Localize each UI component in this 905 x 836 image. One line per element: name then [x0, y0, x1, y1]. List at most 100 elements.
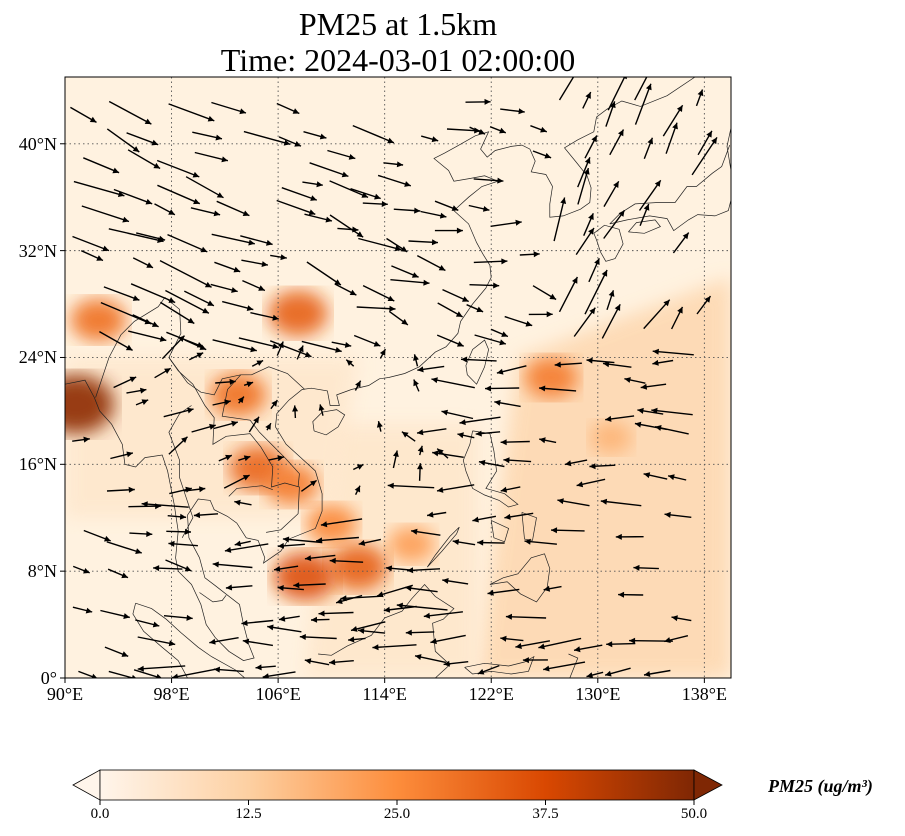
wind-arrow: [107, 568, 129, 579]
wind-arrow: [532, 285, 557, 301]
wind-arrow: [505, 613, 547, 620]
wind-arrow: [185, 176, 224, 199]
wind-arrow: [304, 213, 333, 223]
wind-arrow: [564, 459, 588, 467]
wind-arrow: [248, 416, 260, 433]
wind-arrow: [500, 635, 524, 642]
wind-arrow: [431, 377, 475, 389]
wind-arrow: [522, 657, 548, 664]
wind-arrow: [242, 279, 266, 292]
wind-arrow: [126, 387, 147, 394]
wind-arrow: [167, 233, 208, 253]
wind-arrow: [318, 404, 325, 416]
wind-arrow: [634, 77, 648, 101]
wind-arrow: [697, 130, 713, 156]
wind-arrow: [532, 150, 552, 159]
wind-arrow: [452, 539, 476, 546]
wind-arrow: [168, 103, 215, 122]
wind-arrow: [392, 450, 399, 469]
wind-arrow: [237, 396, 245, 404]
coastline-segment: [164, 297, 306, 396]
wind-arrow: [543, 585, 562, 592]
wind-arrow: [191, 423, 216, 433]
wind-arrow: [302, 181, 323, 188]
wind-arrow: [99, 330, 133, 352]
wind-arrow: [137, 665, 186, 672]
wind-arrow: [377, 174, 412, 187]
wind-arrow: [430, 634, 466, 645]
wind-arrow: [651, 407, 693, 416]
wind-arrow: [188, 352, 204, 361]
wind-arrow: [468, 204, 490, 212]
wind-arrow: [443, 660, 469, 667]
wind-arrow: [388, 310, 409, 326]
wind-arrow: [606, 290, 615, 311]
wind-arrow: [407, 567, 441, 574]
map-title-line2: Time: 2024-03-01 02:00:00: [220, 42, 576, 78]
wind-arrow: [171, 668, 218, 678]
wind-arrow: [358, 237, 402, 252]
wind-arrow: [473, 177, 504, 184]
wind-arrow: [543, 661, 586, 672]
wind-arrow: [329, 557, 364, 564]
coastline-segment: [65, 384, 66, 385]
coastline-segment: [609, 144, 731, 225]
wind-arrow: [664, 511, 692, 518]
wind-arrow: [442, 578, 469, 585]
wind-arrow: [304, 658, 330, 666]
colorbar-tick-label: 12.5: [235, 806, 262, 822]
wind-arrow: [108, 100, 152, 125]
wind-arrow: [213, 420, 238, 430]
wind-arrow: [273, 565, 299, 572]
wind-arrow: [643, 137, 654, 159]
wind-arrow: [401, 431, 416, 442]
wind-arrow: [417, 365, 445, 373]
wind-arrow: [390, 279, 430, 286]
wind-arrow: [234, 540, 251, 547]
wind-arrow: [340, 595, 384, 602]
x-tick-label: 90°E: [46, 684, 84, 704]
wind-arrow: [528, 311, 553, 318]
wind-arrow: [405, 585, 438, 593]
wind-arrow: [586, 671, 604, 678]
y-tick-label: 16°N: [18, 454, 57, 475]
wind-arrow: [157, 184, 201, 205]
wind-arrow: [639, 203, 650, 226]
x-tick-label: 138°E: [681, 684, 727, 704]
wind-arrow: [466, 304, 484, 313]
coastline-segment: [521, 512, 537, 541]
axis-ticks: [60, 143, 705, 683]
wind-arrow: [416, 254, 446, 272]
wind-arrow: [309, 162, 349, 178]
wind-arrow: [72, 606, 93, 614]
wind-arrow: [210, 283, 238, 293]
wind-arrow: [426, 511, 447, 518]
wind-arrow: [494, 399, 521, 408]
wind-arrow: [500, 439, 530, 446]
wind-arrow: [209, 637, 239, 645]
wind-arrow: [604, 667, 631, 677]
wind-arrow: [352, 124, 395, 144]
wind-arrow: [557, 498, 590, 507]
wind-arrow: [331, 341, 352, 348]
wind-arrow: [605, 415, 635, 422]
wind-arrow: [408, 239, 439, 246]
wind-arrow: [113, 376, 137, 389]
wind-arrow: [638, 179, 662, 211]
wind-arrow: [211, 233, 255, 246]
wind-arrow: [436, 484, 475, 493]
wind-arrow: [441, 409, 474, 420]
wind-arrow: [573, 307, 596, 337]
coastline-segment: [427, 526, 460, 568]
wind-arrow: [490, 328, 509, 338]
wind-arrow: [393, 207, 421, 214]
wind-arrow: [607, 77, 627, 111]
wind-arrow: [278, 136, 302, 147]
wind-arrow: [413, 379, 420, 392]
y-tick-label: 8°N: [27, 561, 57, 582]
wind-arrow: [135, 619, 160, 628]
coastline-segment: [65, 77, 696, 661]
wind-arrow: [539, 437, 557, 444]
wind-arrow: [129, 531, 153, 537]
